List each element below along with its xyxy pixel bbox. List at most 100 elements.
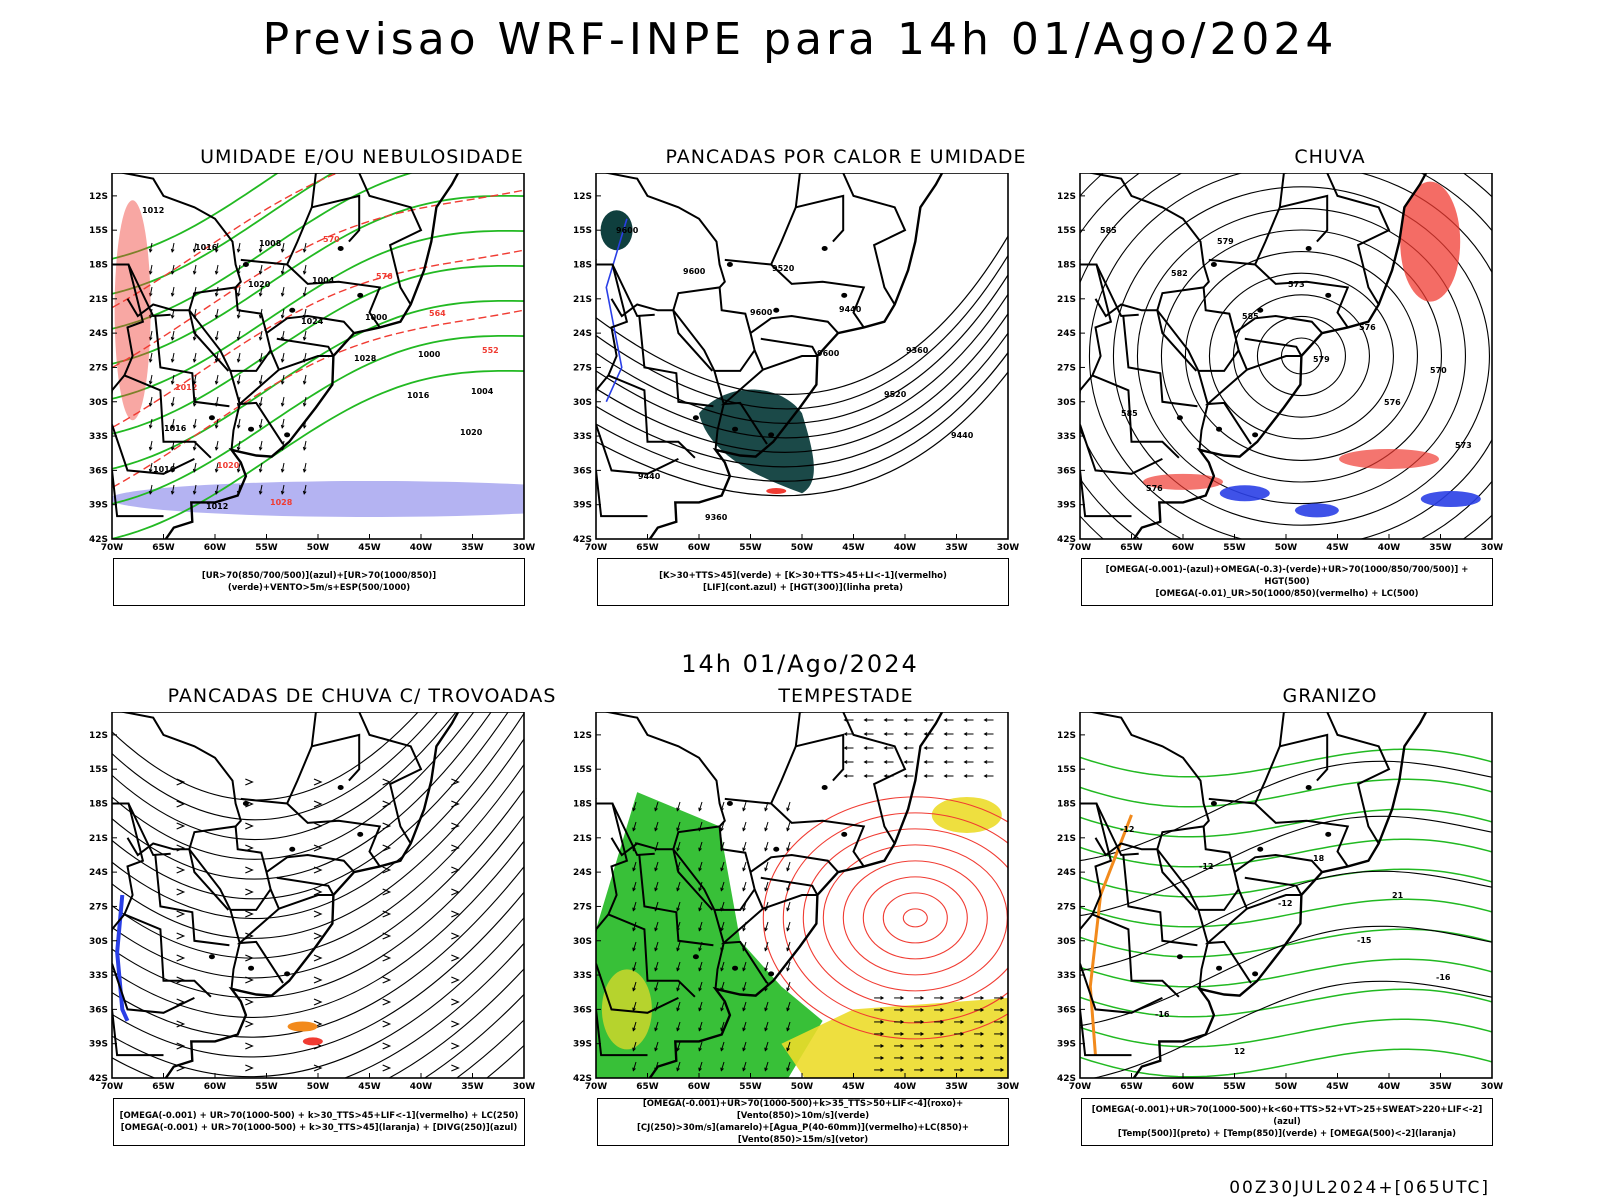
- wind850-vector: [742, 881, 747, 891]
- contour-label: 9520: [772, 264, 795, 273]
- hgt500-contour: [1184, 251, 1418, 461]
- humidity-green-contour: [112, 173, 415, 330]
- country-border: [596, 1009, 648, 1057]
- wind-vector: [215, 264, 219, 274]
- country-border: [154, 854, 230, 947]
- country-border: [1244, 876, 1303, 896]
- lat-tick-label: 30S: [89, 937, 108, 947]
- map-area: [112, 712, 524, 1078]
- wind850-vector: [676, 881, 681, 891]
- wind-vector: [236, 314, 241, 319]
- lon-tick-label: 65W: [1120, 1082, 1143, 1092]
- streamline-arrow: [245, 954, 254, 962]
- streamline-arrow: [451, 932, 460, 940]
- wind850-vector: [920, 996, 925, 1000]
- wind850-vector: [632, 1061, 637, 1071]
- contour-label: 573: [1455, 441, 1472, 450]
- lat-tick-label: 39S: [1057, 501, 1076, 511]
- wind850-vector: [1000, 996, 1005, 1000]
- storm-red-area: [302, 1037, 323, 1046]
- country-border: [127, 264, 171, 318]
- wind850-vector: [676, 821, 681, 831]
- wind850-vector: [883, 774, 888, 778]
- wind-vector: [148, 248, 153, 253]
- storm-orange-area: [287, 1021, 318, 1032]
- contour-label: 21: [1392, 891, 1404, 900]
- wind850-vector: [786, 1067, 790, 1072]
- main-title: Previsao WRF-INPE para 14h 01/Ago/2024: [262, 14, 1338, 65]
- country-border: [1080, 424, 1163, 475]
- wind850-vector: [963, 746, 968, 750]
- wind850-vector: [632, 1047, 636, 1052]
- lat-tick-label: 12S: [1057, 731, 1076, 741]
- lat-tick-label: 24S: [89, 329, 108, 339]
- contour-label: -16: [1155, 1010, 1170, 1019]
- wind850-vector: [863, 746, 868, 750]
- lat-tick-label: 33S: [89, 432, 108, 442]
- country-border: [1197, 909, 1209, 989]
- contour-label: 9600: [683, 267, 706, 276]
- country-border: [1156, 826, 1240, 911]
- wind-vector: [215, 462, 219, 472]
- wind850-vector: [654, 1021, 659, 1031]
- country-border: [638, 315, 714, 408]
- wind850-vector: [983, 732, 988, 736]
- wind850-vector: [903, 732, 908, 736]
- panel-title: TEMPESTADE: [778, 685, 914, 707]
- lon-tick-label: 70W: [1069, 543, 1092, 553]
- wind-vector: [280, 292, 285, 297]
- country-border: [1080, 1009, 1132, 1057]
- country-border: [118, 712, 242, 857]
- wind850-vector: [632, 801, 637, 811]
- legend-caption: [OMEGA(-0.001)+UR>70(1000-500)+k<60+TTS>…: [1081, 1098, 1493, 1146]
- contour-label: 18: [1313, 854, 1325, 863]
- wind850-vector: [920, 1044, 925, 1048]
- wind850-vector: [786, 1041, 791, 1051]
- country-border: [724, 797, 866, 867]
- wind850-vector: [632, 827, 636, 832]
- lake-dot: [1210, 801, 1217, 806]
- legend-caption-line: [OMEGA(-0.01)_UR>50(1000/850)(vermelho) …: [1155, 589, 1419, 599]
- country-border: [1122, 854, 1198, 947]
- wind850-vector: [983, 760, 988, 764]
- lat-tick-label: 15S: [573, 226, 592, 236]
- lat-tick-label: 15S: [573, 765, 592, 775]
- wind850-vector: [963, 732, 968, 736]
- wind850-vector: [764, 1041, 769, 1051]
- streamline-arrow: [245, 888, 254, 896]
- streamline-arrow: [451, 1020, 460, 1028]
- wind850-vector: [698, 887, 702, 892]
- wind-vector: [170, 314, 175, 319]
- wind850-vector: [698, 987, 702, 992]
- wind850-vector: [632, 987, 636, 992]
- wind850-vector: [863, 718, 868, 722]
- contour-label: 576: [1146, 484, 1163, 493]
- thickness-red-dash: [112, 173, 340, 309]
- wind850-vector: [903, 774, 908, 778]
- temp850-green-contour: [1080, 958, 1492, 988]
- hgt500-contour: [1112, 186, 1490, 526]
- streamline-arrow: [245, 932, 254, 940]
- contour-label: 585: [1100, 226, 1117, 235]
- country-border: [1233, 314, 1323, 334]
- streamline-arrow: [313, 778, 323, 786]
- country-border: [1326, 712, 1391, 845]
- wind850-vector: [698, 847, 702, 852]
- wind850-vector: [676, 1001, 681, 1011]
- wind-vector: [148, 446, 153, 451]
- contour-label: 552: [482, 346, 499, 355]
- lat-tick-label: 27S: [89, 363, 108, 373]
- legend-caption-line: [OMEGA(-0.001) + UR>70(1000-500) + k>30_…: [119, 1111, 519, 1121]
- lat-tick-label: 21S: [573, 295, 592, 305]
- wind850-vector: [676, 1027, 680, 1032]
- wind-vector: [148, 402, 153, 407]
- wind-vector: [303, 242, 307, 252]
- streamline-arrow: [451, 976, 460, 984]
- wind-vector: [170, 490, 175, 495]
- wind-vector: [237, 242, 241, 252]
- wind850-green-area: [596, 792, 823, 1078]
- wind850-vector: [742, 907, 746, 912]
- wind850-vector: [720, 881, 725, 891]
- lat-tick-label: 12S: [573, 192, 592, 202]
- wind850-vector: [698, 981, 703, 991]
